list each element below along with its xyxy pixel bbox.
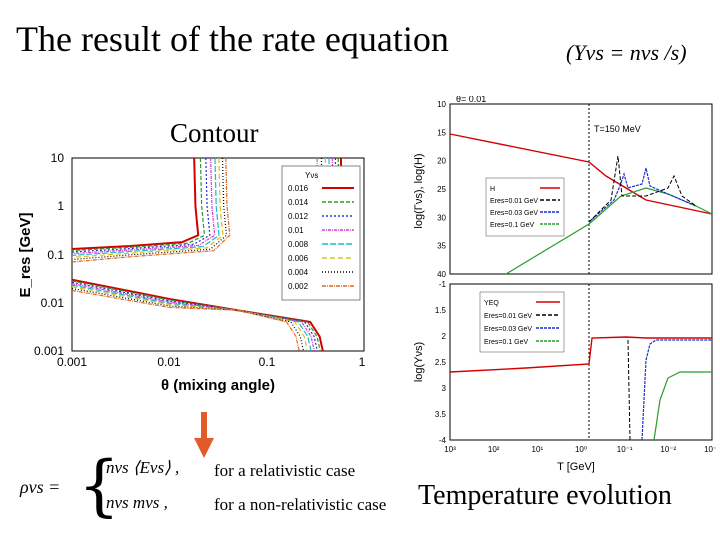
series-line-eres-0.03 bbox=[588, 167, 697, 223]
legend-label: 0.004 bbox=[288, 268, 309, 277]
legend-label: Eres=0.1 GeV bbox=[490, 222, 534, 229]
contour-line-lower bbox=[71, 286, 309, 352]
contour-line-lower bbox=[71, 287, 305, 352]
contour-line-upper bbox=[71, 157, 220, 257]
x-tick-label: 0.01 bbox=[157, 355, 181, 369]
yield-definition: (Yνs = nνs /s) bbox=[566, 40, 687, 65]
case2-expression: nνs mνs , bbox=[106, 493, 168, 512]
x-tick-label: 10⁰ bbox=[575, 445, 587, 454]
y-tick-label: 1.5 bbox=[435, 306, 447, 315]
legend-title: Yνs bbox=[305, 171, 318, 180]
x-tick-label: 10⁻² bbox=[660, 445, 676, 454]
series-line-YEQ bbox=[449, 336, 712, 373]
rate-chart: θ= 0.01 T=150 MeV 10 15 20 25 30 35 40 log(Γνs… bbox=[413, 96, 713, 279]
annotation-label: T=150 MeV bbox=[594, 124, 641, 134]
series-line-eres-0.1 bbox=[505, 187, 713, 275]
y-tick-label: 2 bbox=[442, 332, 447, 341]
contour-line-upper bbox=[71, 157, 211, 253]
contour-line-lower bbox=[71, 284, 312, 352]
y-tick-label: 10 bbox=[51, 151, 65, 165]
x-tick-label: 10³ bbox=[444, 445, 456, 454]
series-line-eres-0.1 bbox=[653, 371, 712, 441]
contour-line-upper bbox=[71, 157, 231, 263]
y-tick-label: 1 bbox=[57, 199, 64, 213]
x-tick-label: 10¹ bbox=[532, 445, 544, 454]
series-line-eres-0.01 bbox=[588, 155, 697, 223]
legend-label: Eres=0.01 GeV bbox=[490, 198, 538, 205]
y-tick-label: 0.001 bbox=[34, 344, 64, 358]
y-tick-label: 0.1 bbox=[47, 248, 64, 262]
contour-line-lower bbox=[71, 280, 321, 352]
contour-line-upper bbox=[71, 157, 206, 252]
contour-label: Contour bbox=[170, 118, 259, 148]
brace-icon: { bbox=[78, 447, 120, 524]
legend-label: YEQ bbox=[484, 300, 499, 307]
contour-line-lower bbox=[71, 289, 300, 352]
x-axis-label: θ (mixing angle) bbox=[161, 377, 275, 394]
y-axis-label: E_res [GeV] bbox=[17, 212, 34, 297]
y-tick-label: 20 bbox=[437, 157, 446, 166]
legend-label: H bbox=[490, 186, 495, 193]
legend-label: 0.008 bbox=[288, 240, 309, 249]
chart-title: θ= 0.01 bbox=[456, 96, 486, 104]
contour-chart: 10 1 0.1 0.01 0.001 0.001 0.01 0.1 1 θ (… bbox=[17, 151, 366, 394]
legend-label: 0.012 bbox=[288, 212, 309, 221]
y-axis-label: log(Γνs), log(H) bbox=[413, 153, 425, 228]
y-tick-label: 10 bbox=[437, 100, 446, 109]
series-line-eres-0.01 bbox=[627, 339, 631, 441]
legend-label: Eres=0.03 GeV bbox=[484, 326, 532, 333]
contour-line-lower bbox=[71, 283, 315, 352]
y-tick-label: 0.01 bbox=[41, 296, 65, 310]
yield-chart: -1 1.5 2 2.5 3 3.5 -4 10³ 10² 10¹ 10⁰ 10⁻¹ 10⁻² 10⁻³… bbox=[413, 280, 716, 473]
legend-label: 0.014 bbox=[288, 198, 309, 207]
series-line-eres-0.03 bbox=[641, 339, 712, 441]
series-line-H bbox=[449, 133, 713, 215]
y-tick-label: 2.5 bbox=[435, 358, 447, 367]
x-tick-label: 1 bbox=[359, 355, 366, 369]
y-tick-label: 15 bbox=[437, 128, 446, 137]
contour-line-upper bbox=[71, 157, 200, 251]
legend-label: 0.006 bbox=[288, 254, 309, 263]
contour-line-upper bbox=[71, 157, 216, 255]
equation-lhs: ρνs = bbox=[20, 477, 61, 497]
x-tick-label: 10⁻³ bbox=[704, 445, 716, 454]
x-axis-label: T [GeV] bbox=[557, 461, 595, 473]
plot-frame bbox=[71, 157, 365, 352]
legend-label: Eres=0.03 GeV bbox=[490, 210, 538, 217]
y-tick-label: 30 bbox=[437, 213, 446, 222]
case1-text: for a relativistic case bbox=[214, 461, 356, 480]
legend-label: Eres=0.01 GeV bbox=[484, 313, 532, 320]
legend-label: 0.01 bbox=[288, 226, 304, 235]
case2-text: for a non-relativistic case bbox=[214, 495, 387, 514]
x-tick-label: 0.001 bbox=[57, 355, 87, 369]
x-tick-label: 10² bbox=[488, 445, 500, 454]
contour-line-upper bbox=[71, 157, 224, 258]
density-equation: ρνs = { nνs ⟨Eνs⟩ , for a relativistic c… bbox=[18, 447, 428, 525]
x-tick-label: 10⁻¹ bbox=[617, 445, 633, 454]
y-axis-label: log(Yνs) bbox=[413, 342, 425, 382]
slide-title: The result of the rate equation bbox=[16, 19, 449, 59]
legend-label: 0.002 bbox=[288, 282, 309, 291]
temperature-label: Temperature evolution bbox=[418, 480, 672, 511]
y-tick-label: -4 bbox=[439, 436, 447, 445]
legend-label: Eres=0.1 GeV bbox=[484, 339, 528, 346]
x-tick-label: 0.1 bbox=[259, 355, 276, 369]
y-tick-label: 25 bbox=[437, 185, 446, 194]
legend-items: 0.016 0.014 0.012 0.01 0.008 0.006 0.004 0.002 bbox=[288, 184, 354, 291]
legend-items: YEQ Eres=0.01 GeV Eres=0.03 GeV Eres=0.1 Ge… bbox=[484, 300, 560, 346]
legend-label: 0.016 bbox=[288, 184, 309, 193]
y-tick-label: 40 bbox=[437, 270, 446, 279]
y-tick-label: 3 bbox=[442, 384, 447, 393]
y-tick-label: -1 bbox=[439, 280, 447, 289]
case1-expression: nνs ⟨Eνs⟩ , bbox=[106, 458, 180, 477]
y-tick-label: 3.5 bbox=[435, 410, 447, 419]
down-arrow-icon bbox=[194, 412, 214, 458]
y-tick-label: 35 bbox=[437, 242, 446, 251]
legend-items: H Eres=0.01 GeV Eres=0.03 GeV Eres=0.1 GeV bbox=[490, 186, 560, 229]
